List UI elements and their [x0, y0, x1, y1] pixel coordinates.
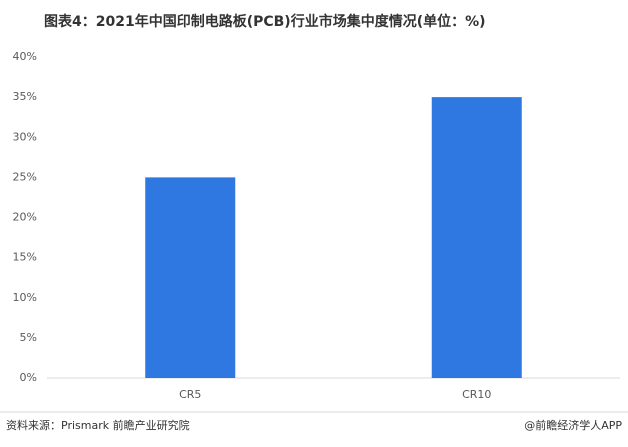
y-tick-label: 40%	[13, 50, 37, 63]
y-tick-label: 10%	[13, 291, 37, 304]
y-tick-label: 5%	[20, 331, 37, 344]
bar	[431, 97, 522, 378]
y-tick-label: 25%	[13, 170, 37, 183]
credit: @前瞻经济学人APP	[524, 418, 622, 432]
x-tick-label: CR5	[179, 388, 201, 401]
bar	[145, 177, 236, 378]
y-tick-label: 0%	[20, 371, 37, 384]
y-tick-label: 30%	[13, 130, 37, 143]
source: 资料来源：Prismark 前瞻产业研究院	[6, 418, 190, 432]
y-tick-label: 20%	[13, 211, 37, 224]
chart-title: 图表4：2021年中国印制电路板(PCB)行业市场集中度情况(单位：%)	[44, 13, 486, 30]
y-tick-label: 15%	[13, 251, 37, 264]
y-tick-label: 35%	[13, 90, 37, 103]
x-tick-label: CR10	[462, 388, 491, 401]
